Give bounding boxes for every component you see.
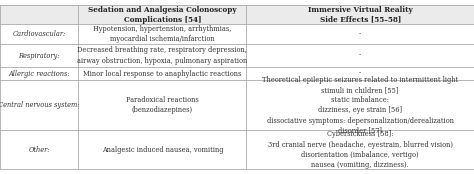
Text: Hypotension, hypertension, arrhythmias,
myocardial ischemia/infarction: Hypotension, hypertension, arrhythmias, … (93, 25, 231, 43)
Text: -: - (359, 52, 361, 60)
Text: Sedation and Analgesia Colonoscopy
Complications [54]: Sedation and Analgesia Colonoscopy Compl… (88, 6, 237, 24)
Text: Immersive Virtual Reality
Side Effects [55–58]: Immersive Virtual Reality Side Effects [… (308, 6, 412, 24)
Text: Paradoxical reactions
(benzodiazepines): Paradoxical reactions (benzodiazepines) (126, 96, 199, 114)
Text: Minor local response to anaphylactic reactions: Minor local response to anaphylactic rea… (83, 69, 242, 77)
Text: Central nervous system:: Central nervous system: (0, 101, 80, 109)
Text: Theoretical epileptic seizures related to intermittent light
stimuli in children: Theoretical epileptic seizures related t… (262, 76, 458, 135)
Text: Respiratory:: Respiratory: (18, 52, 60, 60)
Text: -: - (359, 69, 361, 77)
Text: -: - (359, 30, 361, 38)
Text: Analgesic induced nausea, vomiting: Analgesic induced nausea, vomiting (101, 146, 223, 154)
Text: Allergic reactions:: Allergic reactions: (8, 69, 70, 77)
Text: Decreased breathing rate, respiratory depression,
airway obstruction, hypoxia, p: Decreased breathing rate, respiratory de… (77, 46, 247, 65)
Bar (0, 5, 474, 24)
Text: Cardiovascular:: Cardiovascular: (12, 30, 66, 38)
Text: Other:: Other: (28, 146, 50, 154)
Text: Cybersickness [58]:
3rd cranial nerve (headache, eyestrain, blurred vision)
diso: Cybersickness [58]: 3rd cranial nerve (h… (268, 130, 453, 169)
